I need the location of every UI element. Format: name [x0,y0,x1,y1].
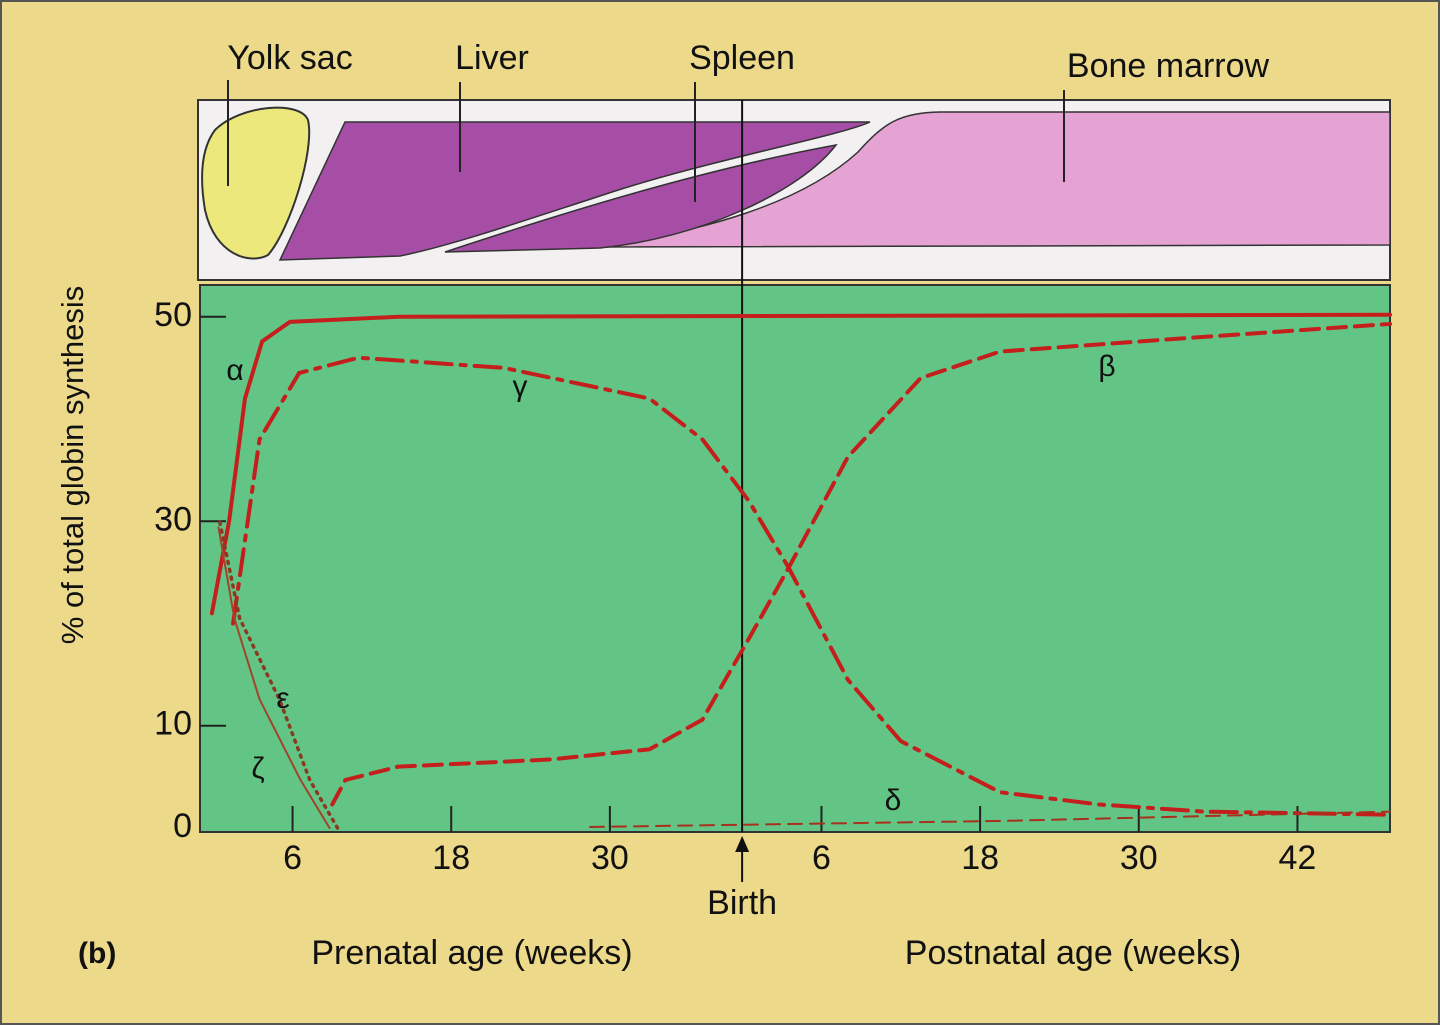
spleen-shape [444,143,838,253]
series-line [231,355,1392,817]
series-line [218,520,340,830]
y-axis-label: % of total globin synthesis [55,286,90,644]
organ-label: Yolk sac [227,39,352,77]
series-label: β [1098,350,1115,383]
organ-label: Bone marrow [1067,47,1270,85]
x-tick-label: 6 [283,839,302,877]
y-tick-label: 10 [154,705,192,743]
x-tick-label: 30 [591,839,629,877]
y-tick-label: 0 [173,807,192,845]
series-line [217,526,331,829]
x-tick-label: 18 [432,839,470,877]
y-tick-label: 50 [154,296,192,334]
organ-label: Spleen [689,39,795,77]
x-tick-label: 18 [961,839,999,877]
x-tick-label: 6 [812,839,831,877]
liver-shape [278,121,871,261]
y-tick-label: 30 [154,500,192,538]
panel-label: (b) [78,937,116,970]
x-axis-label: Prenatal age (weeks) [311,934,632,972]
organ-label: Liver [455,39,529,77]
series-line [209,312,1392,616]
series-label: α [226,354,243,387]
series-label: ζ [251,752,264,785]
series-line [330,321,1392,807]
x-tick-label: 42 [1279,839,1317,877]
series-label: γ [513,370,528,403]
birth-label: Birth [707,884,777,922]
x-tick-label: 30 [1120,839,1158,877]
x-axis-label: Postnatal age (weeks) [905,934,1241,972]
birth-arrowhead [735,836,750,852]
series-label: ε [276,682,289,715]
series-label: δ [885,784,902,817]
series-line [589,810,1391,828]
